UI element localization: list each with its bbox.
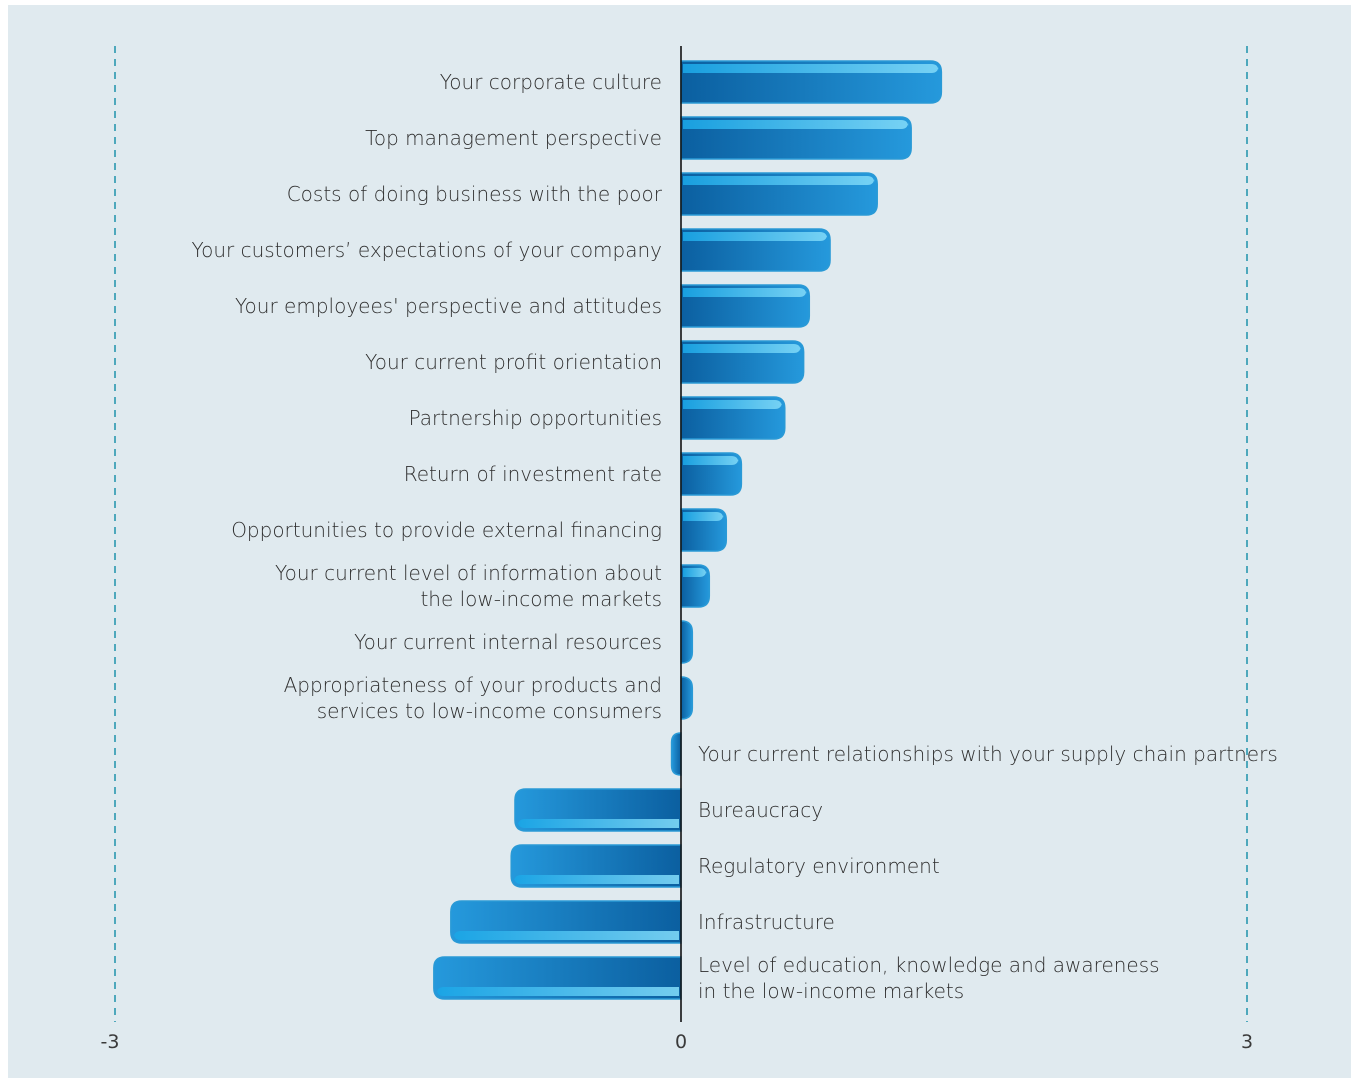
bar-group xyxy=(514,788,682,832)
bar-group xyxy=(670,732,682,776)
category-label: Regulatory environment xyxy=(698,854,940,878)
bar-group xyxy=(510,844,682,888)
bar-group xyxy=(680,60,943,104)
category-label: Return of investment rate xyxy=(404,462,662,486)
bar-group xyxy=(450,900,682,944)
category-label-line: Partnership opportunities xyxy=(409,406,662,430)
category-label-line: Your current internal resources xyxy=(354,630,662,654)
category-label: Top management perspective xyxy=(365,126,662,150)
category-label: Your current relationships with your sup… xyxy=(698,742,1278,766)
bar-group xyxy=(433,956,682,1000)
category-label-line: in the low-income markets xyxy=(698,979,964,1003)
bar-highlight xyxy=(683,176,875,185)
bar xyxy=(680,676,694,720)
bar-highlight xyxy=(683,232,828,241)
bar-group xyxy=(680,508,728,552)
bar-group xyxy=(680,620,694,664)
bar-group xyxy=(680,116,912,160)
x-tick-label: 3 xyxy=(1241,1031,1253,1053)
gridlines xyxy=(114,46,1248,1022)
category-label: Opportunities to provide external financ… xyxy=(231,518,662,542)
bar-group xyxy=(680,284,811,328)
bar-highlight xyxy=(683,64,939,73)
category-label: Bureaucracy xyxy=(698,798,823,822)
bar-highlight xyxy=(683,120,909,129)
chart-panel xyxy=(8,5,1351,1078)
bar-highlight xyxy=(683,288,807,297)
category-label: Your current internal resources xyxy=(354,630,662,654)
bar-highlight xyxy=(683,456,739,465)
x-tick-label: -3 xyxy=(101,1031,120,1053)
category-label: Your customers’ expectations of your com… xyxy=(192,238,662,262)
category-label-line: Level of education, knowledge and awaren… xyxy=(698,953,1160,977)
category-label: Partnership opportunities xyxy=(409,406,662,430)
bar xyxy=(670,732,682,776)
bars xyxy=(433,60,943,1000)
category-label: Level of education, knowledge and awaren… xyxy=(698,953,1160,1003)
bar-group xyxy=(680,452,743,496)
category-label-line: Costs of doing business with the poor xyxy=(287,182,663,206)
category-label: Costs of doing business with the poor xyxy=(287,182,663,206)
category-label-line: Infrastructure xyxy=(698,910,835,934)
category-label-line: Regulatory environment xyxy=(698,854,940,878)
bar-highlight xyxy=(683,512,724,521)
bar-highlight xyxy=(514,875,679,884)
category-label-line: Opportunities to provide external financ… xyxy=(231,518,662,542)
bar-highlight xyxy=(453,931,679,940)
category-label-line: Appropriateness of your products and xyxy=(284,673,662,697)
bar-group xyxy=(680,228,831,272)
bar-group xyxy=(680,564,711,608)
category-label-line: Bureaucracy xyxy=(698,798,823,822)
bar-highlight xyxy=(517,819,679,828)
bar-highlight xyxy=(683,568,707,577)
category-label: Your current profit orientation xyxy=(365,350,662,374)
category-label-line: Return of investment rate xyxy=(404,462,662,486)
category-label-line: Your current level of information about xyxy=(275,561,662,585)
category-label: Your employees' perspective and attitude… xyxy=(235,294,662,318)
bar-highlight xyxy=(683,400,782,409)
category-label-line: Top management perspective xyxy=(365,126,662,150)
bar-group xyxy=(680,340,805,384)
x-tick-label: 0 xyxy=(675,1031,687,1053)
category-label-line: Your current profit orientation xyxy=(365,350,662,374)
bar-highlight xyxy=(436,987,679,996)
bar xyxy=(680,620,694,664)
axes: -3 0 3 xyxy=(101,46,1253,1053)
category-label-line: Your current relationships with your sup… xyxy=(698,742,1278,766)
bar-group xyxy=(680,172,878,216)
category-labels: Your corporate culture Top management per… xyxy=(192,70,1278,1003)
category-label-line: Your customers’ expectations of your com… xyxy=(192,238,662,262)
category-label: Infrastructure xyxy=(698,910,835,934)
category-label: Appropriateness of your products and serv… xyxy=(284,673,662,723)
bar-highlight xyxy=(683,344,801,353)
category-label-line: Your corporate culture xyxy=(440,70,662,94)
category-label: Your corporate culture xyxy=(440,70,662,94)
category-label: Your current level of information about t… xyxy=(275,561,662,611)
category-label-line: the low-income markets xyxy=(420,587,662,611)
bar-group xyxy=(680,676,694,720)
bar-group xyxy=(680,396,786,440)
category-label-line: Your employees' perspective and attitude… xyxy=(235,294,662,318)
category-label-line: services to low-income consumers xyxy=(317,699,662,723)
